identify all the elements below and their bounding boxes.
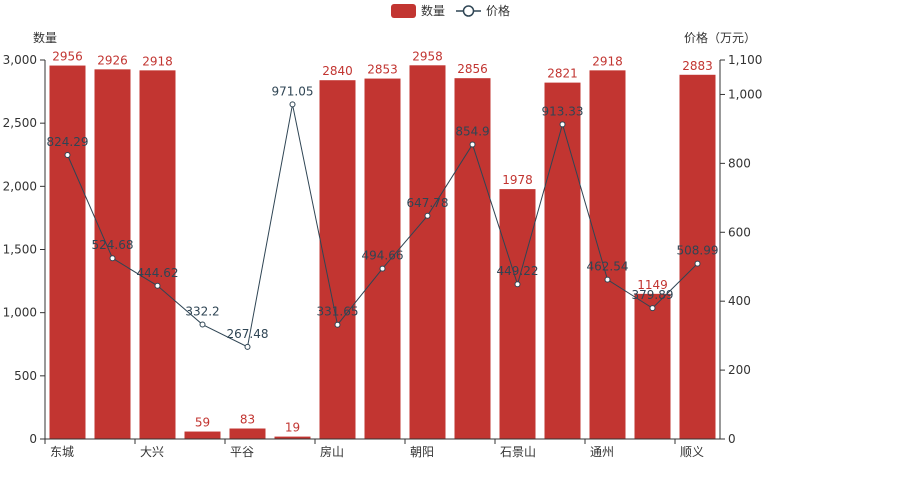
legend-bar-swatch <box>391 4 416 18</box>
left-axis-tick-label: 2,500 <box>3 116 37 130</box>
bar[interactable] <box>409 65 446 439</box>
x-axis-tick-label: 顺义 <box>680 445 704 459</box>
price-point[interactable] <box>514 281 521 288</box>
right-axis-tick-label: 400 <box>728 294 751 308</box>
bar-value-label: 2840 <box>322 64 353 78</box>
bar[interactable] <box>319 80 356 440</box>
bar[interactable] <box>94 69 131 439</box>
price-point[interactable] <box>694 260 701 267</box>
left-axis-tick-label: 1,000 <box>3 306 37 320</box>
bar[interactable] <box>364 78 401 440</box>
left-axis-tick-label: 2,000 <box>3 179 37 193</box>
price-value-label: 854.9 <box>455 124 489 138</box>
price-value-label: 494.66 <box>362 249 404 263</box>
bar[interactable] <box>454 78 491 439</box>
bar-value-label: 59 <box>195 416 210 430</box>
price-value-label: 524.68 <box>92 238 134 252</box>
x-axis-tick-label: 平谷 <box>230 445 254 459</box>
price-value-label: 379.89 <box>632 288 674 302</box>
bar-value-label: 2856 <box>457 62 488 76</box>
left-axis-tick-label: 0 <box>29 432 37 446</box>
price-point[interactable] <box>469 141 476 148</box>
bar-value-label: 2958 <box>412 49 443 63</box>
right-axis-tick-label: 0 <box>728 432 736 446</box>
left-axis-tick-label: 3,000 <box>3 53 37 67</box>
price-point[interactable] <box>559 121 566 128</box>
bar-value-label: 2918 <box>142 54 173 68</box>
axes: 0 500 1,000 1,500 2,000 2,500 3,000 0 200 400 600 8… <box>3 53 763 459</box>
right-axis-name: 价格（万元） <box>684 30 756 45</box>
price-value-label: 508.99 <box>677 244 719 258</box>
price-point[interactable] <box>289 101 296 108</box>
right-axis-tick-label: 200 <box>728 363 751 377</box>
left-axis-tick-label: 500 <box>14 369 37 383</box>
x-axis-tick-label: 石景山 <box>500 445 536 459</box>
right-axis-tick-label: 800 <box>728 156 751 170</box>
bar-value-label: 2821 <box>547 67 578 81</box>
right-axis-tick-label: 1,000 <box>728 87 762 101</box>
price-value-label: 971.05 <box>272 84 314 98</box>
price-point[interactable] <box>604 276 611 283</box>
legend[interactable]: 数量 价格 <box>391 3 510 18</box>
bars <box>49 65 716 440</box>
bar[interactable] <box>229 428 266 439</box>
left-axis-name: 数量 <box>33 30 57 45</box>
legend-line-label: 价格 <box>486 3 510 18</box>
bar-value-label: 2956 <box>52 50 83 64</box>
bar-value-label: 2926 <box>97 53 128 67</box>
price-value-label: 331.65 <box>317 305 359 319</box>
right-axis-tick-label: 1,100 <box>728 53 762 67</box>
price-point[interactable] <box>64 151 71 158</box>
x-axis-tick-label: 通州 <box>590 445 614 459</box>
price-point[interactable] <box>649 305 656 312</box>
bar[interactable] <box>139 70 176 439</box>
left-axis-tick-label: 1,500 <box>3 243 37 257</box>
price-point[interactable] <box>244 343 251 350</box>
bar-value-label: 1978 <box>502 173 533 187</box>
bar-value-label: 2883 <box>682 59 713 73</box>
bar[interactable] <box>679 74 716 439</box>
data-labels: 2956 2926 2918 59 83 19 2840 2853 2958 2856 1978 28… <box>47 49 719 434</box>
price-point[interactable] <box>109 255 116 262</box>
price-point[interactable] <box>379 265 386 272</box>
price-value-label: 913.33 <box>542 104 584 118</box>
bar-value-label: 2853 <box>367 63 398 77</box>
bar[interactable] <box>634 293 671 439</box>
price-value-label: 444.62 <box>137 266 179 280</box>
bar-value-label: 1149 <box>637 278 668 292</box>
bar[interactable] <box>589 70 626 439</box>
bar[interactable] <box>49 65 86 440</box>
price-value-label: 267.48 <box>227 327 269 341</box>
bar[interactable] <box>544 82 581 439</box>
price-point[interactable] <box>424 212 431 219</box>
bar-value-label: 2918 <box>592 54 623 68</box>
bar[interactable] <box>499 189 536 439</box>
x-axis-tick-label: 朝阳 <box>410 445 434 459</box>
price-value-label: 647.78 <box>407 196 449 210</box>
x-axis-tick-label: 房山 <box>320 444 344 459</box>
price-value-label: 449.22 <box>497 264 539 278</box>
price-point[interactable] <box>199 321 206 328</box>
x-axis-tick-label: 东城 <box>50 445 74 459</box>
price-value-label: 824.29 <box>47 135 89 149</box>
price-line-series <box>64 101 701 350</box>
legend-line-marker <box>462 5 475 17</box>
x-axis-tick-label: 大兴 <box>140 445 164 459</box>
bar[interactable] <box>184 431 221 439</box>
price-point[interactable] <box>334 321 341 328</box>
bar-value-label: 83 <box>240 413 255 427</box>
bar-value-label: 19 <box>285 421 300 435</box>
price-value-label: 332.2 <box>185 305 219 319</box>
legend-bar-label: 数量 <box>421 3 445 18</box>
price-point[interactable] <box>154 282 161 289</box>
bar[interactable] <box>274 436 311 439</box>
price-value-label: 462.54 <box>587 260 629 274</box>
right-axis-tick-label: 600 <box>728 225 751 239</box>
